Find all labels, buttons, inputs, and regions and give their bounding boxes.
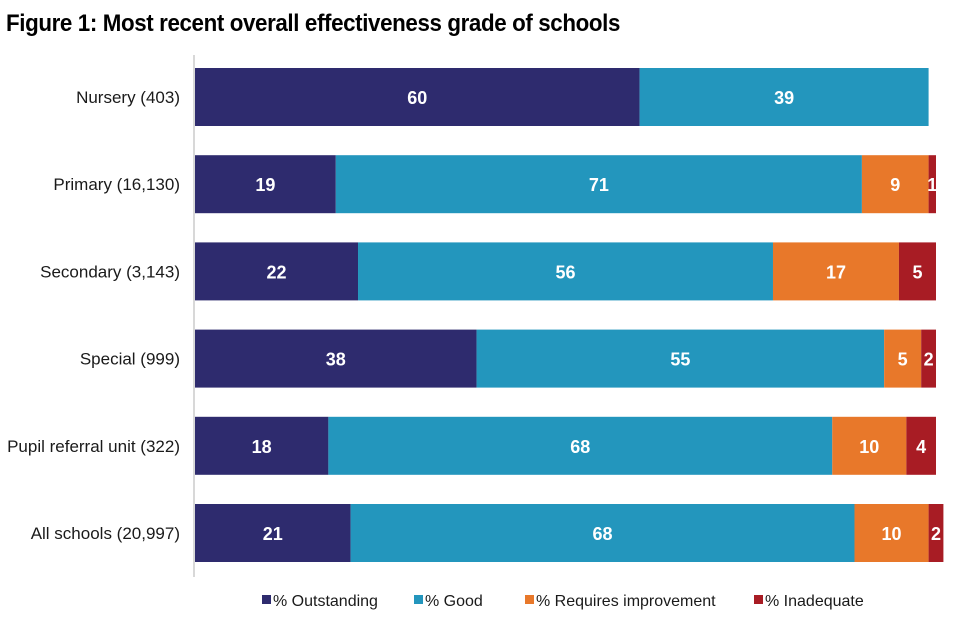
bar-good <box>335 155 862 214</box>
data-label: 39 <box>774 88 794 108</box>
bar-good <box>476 329 885 388</box>
legend-label-inadequate: % Inadequate <box>765 593 864 610</box>
bar-outstanding <box>195 504 351 562</box>
bar-requires-improvement <box>861 155 929 214</box>
data-label: 2 <box>924 350 934 370</box>
data-label: 9 <box>890 175 900 195</box>
legend-swatch-requires-improvement <box>525 595 534 604</box>
bar-good <box>350 504 855 562</box>
data-label: 1 <box>927 175 937 195</box>
category-label: Secondary (3,143) <box>40 262 180 281</box>
data-label: 71 <box>589 175 609 195</box>
bar-good <box>358 242 773 301</box>
bar-requires-improvement <box>832 416 907 475</box>
bar-outstanding <box>195 416 329 475</box>
data-label: 60 <box>407 88 427 108</box>
bar-inadequate <box>928 155 936 214</box>
data-label: 56 <box>555 262 575 282</box>
legend-swatch-inadequate <box>754 595 763 604</box>
data-label: 5 <box>912 262 922 282</box>
bar-requires-improvement <box>884 329 922 388</box>
data-label: 21 <box>263 524 283 544</box>
bar-outstanding <box>195 155 336 214</box>
data-label: 19 <box>255 175 275 195</box>
data-label: 2 <box>931 524 941 544</box>
bar-inadequate <box>928 504 944 562</box>
legend-label-outstanding: % Outstanding <box>273 593 378 610</box>
data-label: 55 <box>670 350 690 370</box>
labels-layer: Nursery (403) 60 39 Primary (16,130) 19 71 9 1 S… <box>7 88 941 544</box>
data-label: 10 <box>882 524 902 544</box>
chart-title: Figure 1: Most recent overall effectiven… <box>6 10 621 37</box>
data-label: 68 <box>570 437 590 457</box>
bar-good <box>328 416 833 475</box>
legend-swatch-outstanding <box>262 595 271 604</box>
legend-label-good: % Good <box>425 593 483 610</box>
legend: % Outstanding % Good % Requires improvemen… <box>262 593 864 610</box>
data-label: 38 <box>326 350 346 370</box>
category-label: Special (999) <box>80 350 180 369</box>
data-label: 18 <box>252 437 272 457</box>
data-label: 4 <box>916 437 926 457</box>
category-label: All schools (20,997) <box>31 524 180 543</box>
data-label: 5 <box>898 350 908 370</box>
bar-outstanding <box>195 68 640 126</box>
bar-good <box>639 68 929 126</box>
legend-swatch-good <box>414 595 423 604</box>
bar-requires-improvement <box>772 242 899 301</box>
category-label: Pupil referral unit (322) <box>7 437 180 456</box>
data-label: 17 <box>826 262 846 282</box>
data-label: 68 <box>593 524 613 544</box>
bar-inadequate <box>898 242 936 301</box>
category-label: Primary (16,130) <box>53 175 180 194</box>
bar-requires-improvement <box>854 504 929 562</box>
bar-outstanding <box>195 329 477 388</box>
bar-inadequate <box>906 416 936 475</box>
category-label: Nursery (403) <box>76 88 180 107</box>
bars-layer <box>195 68 944 562</box>
bar-inadequate <box>921 329 936 388</box>
legend-label-requires-improvement: % Requires improvement <box>536 593 716 610</box>
data-label: 22 <box>266 262 286 282</box>
data-label: 10 <box>859 437 879 457</box>
bar-outstanding <box>195 242 359 301</box>
